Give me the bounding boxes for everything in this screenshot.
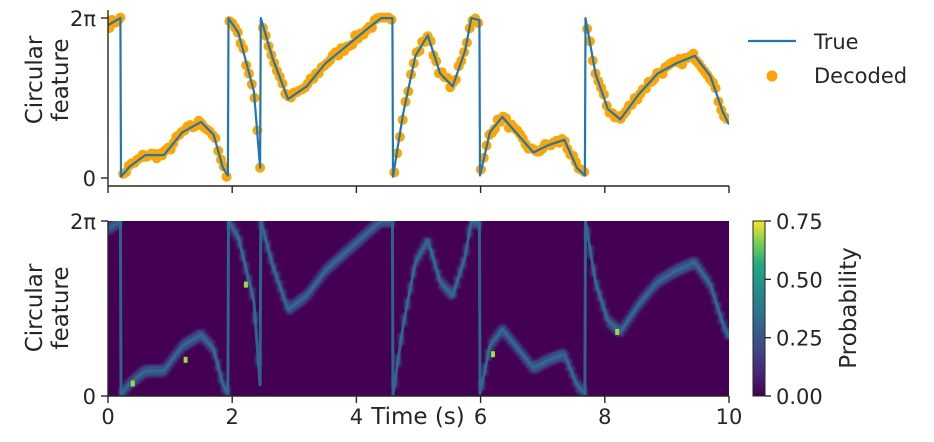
heatmap-hotspots: [130, 281, 620, 387]
top-panel: Circular feature 0 2π True Decoded: [22, 7, 907, 193]
heatmap-cell: [115, 221, 122, 229]
colorbar-tick-label: 0.75: [776, 210, 823, 234]
x-tick-label: 6: [474, 405, 487, 429]
bottom-panel: Circular feature 0 2π 0 2 4 6 8 10 Time (s): [22, 210, 742, 430]
top-x-ticks: [107, 186, 730, 193]
legend-decoded-label: Decoded: [814, 64, 907, 88]
colorbar: 0.00 0.25 0.50 0.75 Probability: [752, 210, 862, 409]
heatmap-cell: [382, 221, 389, 228]
bottom-x-ticks: 0 2 4 6 8 10: [101, 396, 742, 429]
bottom-xlabel: Time (s): [370, 404, 465, 430]
colorbar-gradient: [752, 220, 766, 397]
heatmap-hotspot: [243, 281, 248, 288]
heatmap-hotspot: [491, 351, 495, 358]
colorbar-tick-label: 0.25: [776, 327, 823, 351]
y-tick-label: 2π: [70, 210, 96, 234]
true-series-line: [108, 17, 729, 178]
legend-decoded-swatch: [766, 70, 778, 82]
heatmap-hotspot: [183, 356, 188, 363]
top-y-ticks: 0 2π: [70, 7, 108, 191]
heatmap-cell: [472, 221, 479, 229]
top-ylabel-line2: feature: [48, 38, 74, 121]
colorbar-tick-label: 0.50: [776, 268, 823, 292]
heatmap-cell: [469, 221, 476, 228]
decoded-point: [489, 123, 500, 134]
x-tick-label: 0: [101, 405, 114, 429]
decoded-point: [473, 18, 484, 28]
decoded-point: [366, 22, 377, 33]
bottom-ylabel-line1: Circular: [22, 263, 48, 352]
heatmap-probability-trace: [108, 221, 729, 396]
heatmap-cell: [379, 221, 386, 228]
colorbar-ticks: 0.00 0.25 0.50 0.75: [765, 210, 823, 409]
heatmap-cell: [376, 221, 383, 229]
heatmap-cell: [385, 221, 392, 228]
x-tick-label: 4: [350, 405, 363, 429]
y-tick-label: 2π: [70, 7, 96, 31]
bottom-y-ticks: 0 2π: [70, 210, 108, 409]
bottom-ylabel-line2: feature: [48, 266, 74, 349]
x-tick-label: 8: [598, 405, 611, 429]
heatmap-hotspot: [130, 380, 135, 387]
decoded-point: [221, 171, 232, 182]
top-ylabel-line1: Circular: [22, 35, 48, 124]
legend-true-label: True: [813, 30, 859, 54]
legend: True Decoded: [748, 30, 907, 88]
colorbar-label: Probability: [836, 247, 862, 369]
y-tick-label: 0: [83, 385, 96, 409]
x-tick-label: 10: [716, 405, 743, 429]
heatmap-hotspot: [615, 328, 620, 335]
y-tick-label: 0: [83, 167, 96, 191]
x-tick-label: 2: [226, 405, 239, 429]
colorbar-tick-label: 0.00: [776, 385, 823, 409]
